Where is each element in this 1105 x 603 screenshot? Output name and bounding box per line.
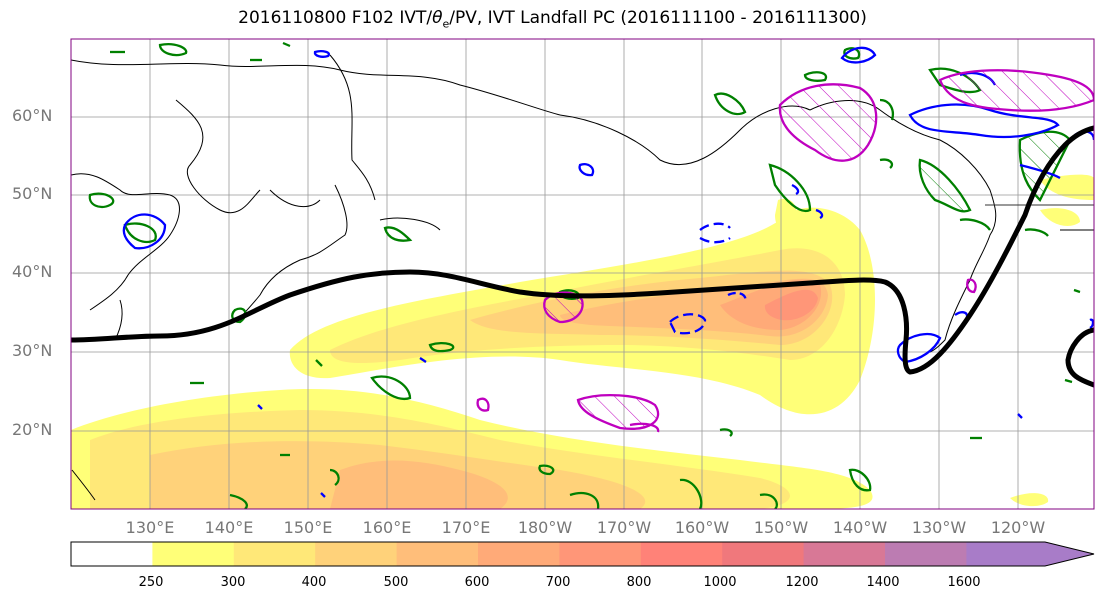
lat-label-50n: 50°N xyxy=(12,184,53,203)
colorbar-tick-300: 300 xyxy=(220,575,246,590)
colorbar-tick-400: 400 xyxy=(301,575,327,590)
lon-label-160e: 160°E xyxy=(362,518,412,537)
lon-label-130w: 130°W xyxy=(911,518,967,537)
colorbar-tick-250: 250 xyxy=(138,575,164,590)
lon-label-170w: 170°W xyxy=(596,518,652,537)
ivt-shading xyxy=(71,174,1094,509)
colorbar-tick-1600: 1600 xyxy=(947,575,981,590)
lon-label-150w: 150°W xyxy=(753,518,809,537)
lat-label-30n: 30°N xyxy=(12,341,53,360)
green-contours xyxy=(88,41,1081,509)
colorbar-tick-800: 800 xyxy=(626,575,652,590)
lon-label-120w: 120°W xyxy=(990,518,1046,537)
colorbar-tick-1200: 1200 xyxy=(785,575,819,590)
lon-label-130e: 130°E xyxy=(125,518,175,537)
lon-label-150e: 150°E xyxy=(283,518,333,537)
map-title: 2016110800 F102 IVT/θe/PV, IVT Landfall … xyxy=(238,8,867,31)
lat-label-60n: 60°N xyxy=(12,106,53,125)
colorbar-tick-500: 500 xyxy=(383,575,409,590)
lon-label-140w: 140°W xyxy=(832,518,888,537)
colorbar-tick-700: 700 xyxy=(545,575,571,590)
colorbar-tick-1000: 1000 xyxy=(703,575,737,590)
coastlines xyxy=(71,54,1094,501)
ivt-landfall-line xyxy=(71,125,1094,388)
map-plot xyxy=(70,38,1095,510)
lon-label-160w: 160°W xyxy=(674,518,730,537)
lon-label-140e: 140°E xyxy=(204,518,254,537)
lon-label-180w: 180°W xyxy=(517,518,573,537)
colorbar-tick-600: 600 xyxy=(464,575,490,590)
lon-label-170e: 170°E xyxy=(441,518,491,537)
gridlines xyxy=(71,39,1094,509)
lat-label-20n: 20°N xyxy=(12,420,53,439)
colorbar-tick-1400: 1400 xyxy=(866,575,900,590)
lat-label-40n: 40°N xyxy=(12,262,53,281)
